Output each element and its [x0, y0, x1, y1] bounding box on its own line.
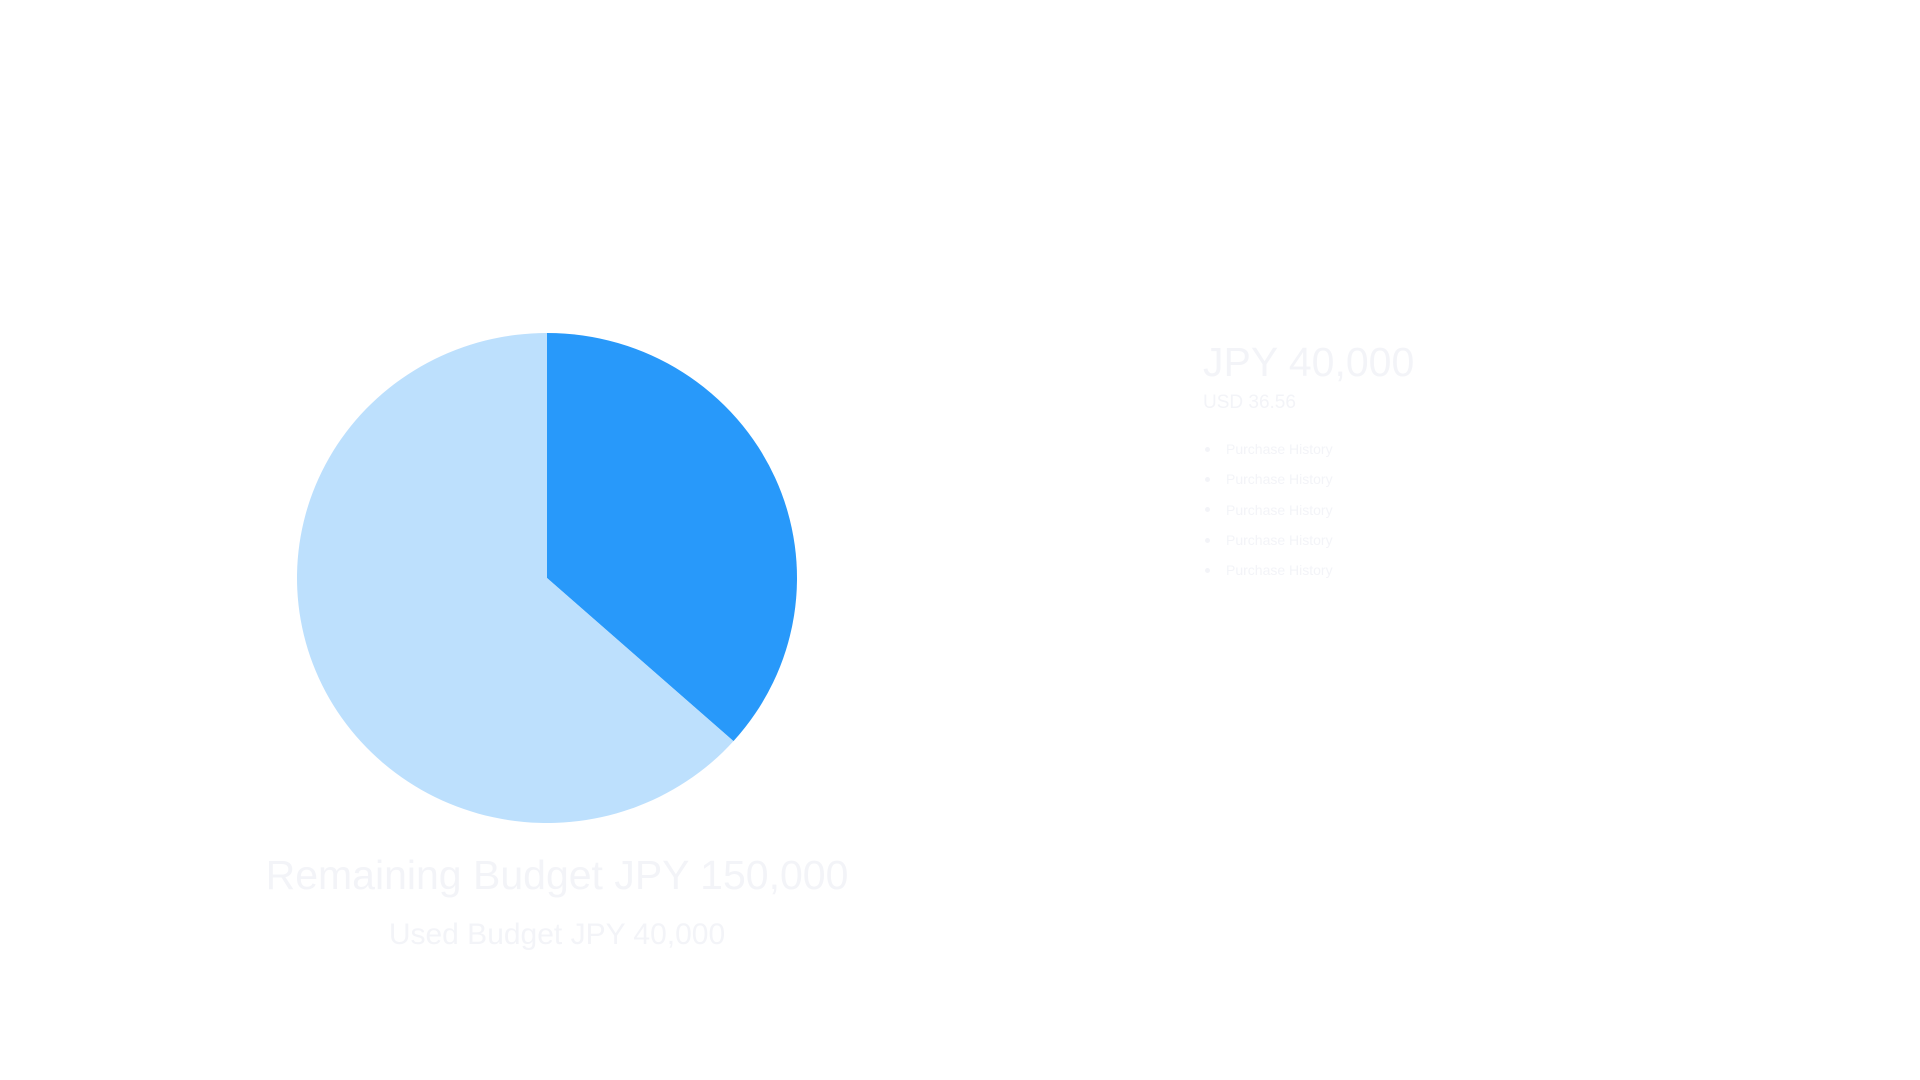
bullet-icon: [1205, 476, 1210, 482]
pie-svg: [297, 333, 798, 823]
purchase-history-label: Purchase History: [1226, 441, 1333, 458]
purchase-history-item[interactable]: Purchase History: [1203, 464, 1703, 494]
used-budget-label: Used Budget JPY 40,000: [388, 918, 726, 951]
purchase-history-label: Purchase History: [1226, 532, 1333, 549]
purchase-history-label: Purchase History: [1226, 471, 1333, 488]
bullet-icon: [1205, 537, 1210, 543]
spent-amount-converted: USD 36.56: [1203, 392, 1296, 413]
purchase-history-item[interactable]: Purchase History: [1203, 434, 1703, 464]
purchase-history-item[interactable]: Purchase History: [1203, 495, 1703, 525]
purchase-history-item[interactable]: Purchase History: [1203, 525, 1703, 555]
pie-slice-used: [547, 333, 798, 742]
purchase-history-item[interactable]: Purchase History: [1203, 555, 1703, 585]
spending-summary: JPY 40,000 USD 36.56 Purchase History Pu…: [1203, 338, 1703, 585]
spent-amount: JPY 40,000: [1203, 339, 1415, 385]
purchase-history-label: Purchase History: [1226, 562, 1333, 579]
bullet-icon: [1205, 446, 1210, 452]
remaining-budget-label: Remaining Budget JPY 150,000: [265, 852, 849, 898]
purchase-history-label: Purchase History: [1226, 501, 1333, 518]
pie-slice-remaining: [297, 333, 734, 823]
budget-pie-chart: [290, 330, 810, 850]
purchase-history-list: Purchase History Purchase History Purcha…: [1203, 434, 1703, 585]
bullet-icon: [1205, 567, 1210, 573]
bullet-icon: [1205, 507, 1210, 513]
